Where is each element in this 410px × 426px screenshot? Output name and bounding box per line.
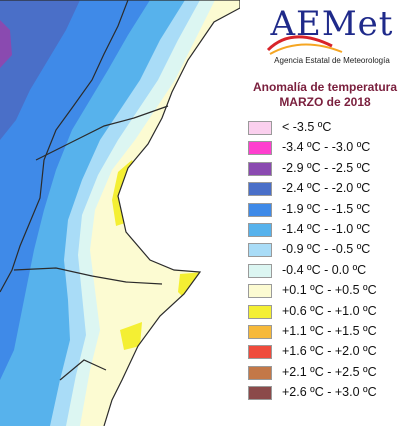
zone-cool-25: [0, 20, 12, 68]
legend-swatch: [248, 386, 272, 401]
legend-swatch: [248, 243, 272, 258]
logo-red-swoosh: [266, 35, 333, 52]
legend-swatch: [248, 365, 272, 380]
legend-swatch: [248, 324, 272, 339]
legend-label: +1.6 ºC - +2.0 ºC: [282, 344, 377, 359]
legend-swatch: [248, 141, 272, 156]
legend-label: -0.4 ºC - 0.0 ºC: [282, 262, 367, 277]
aemet-logo: AEMet Agencia Estatal de Meteorología: [262, 4, 402, 70]
legend-swatch: [248, 345, 272, 360]
legend-item: -1.9 ºC - -1.5 ºC: [248, 200, 408, 220]
legend-item: +0.6 ºC - +1.0 ºC: [248, 302, 408, 322]
map-period: MARZO de 2018: [279, 95, 371, 109]
legend-swatch: [248, 161, 272, 176]
legend-item: -3.4 ºC - -3.0 ºC: [248, 138, 408, 158]
zone-warm-south: [120, 322, 142, 350]
legend-label: -2.9 ºC - -2.5 ºC: [282, 160, 371, 175]
legend-label: +2.1 ºC - +2.5 ºC: [282, 364, 377, 379]
legend-item: +2.6 ºC - +3.0 ºC: [248, 383, 408, 403]
legend-label: +0.1 ºC - +0.5 ºC: [282, 283, 377, 298]
legend-label: +1.1 ºC - +1.5 ºC: [282, 323, 377, 338]
legend-label: +2.6 ºC - +3.0 ºC: [282, 385, 377, 400]
legend-swatch: [248, 222, 272, 237]
legend-item: -2.9 ºC - -2.5 ºC: [248, 159, 408, 179]
regional-border-south: [59, 359, 107, 381]
aemet-subtitle: Agencia Estatal de Meteorología: [274, 56, 390, 65]
legend-item: < -3.5 ºC: [248, 118, 408, 138]
legend-swatch: [248, 284, 272, 299]
legend-swatch: [248, 263, 272, 278]
temperature-anomaly-map: [0, 0, 240, 426]
legend-label: -3.4 ºC - -3.0 ºC: [282, 140, 371, 155]
province-border-castellon-valencia: [35, 105, 169, 161]
legend-label: < -3.5 ºC: [282, 120, 332, 134]
coastline: [0, 0, 240, 426]
legend-label: -1.4 ºC - -1.0 ºC: [282, 221, 371, 236]
legend-item: +1.1 ºC - +1.5 ºC: [248, 322, 408, 342]
legend-swatch: [248, 202, 272, 217]
legend-item: -1.4 ºC - -1.0 ºC: [248, 220, 408, 240]
legend-swatch: [248, 182, 272, 197]
legend-item: +0.1 ºC - +0.5 ºC: [248, 281, 408, 301]
legend: < -3.5 ºC -3.4 ºC - -3.0 ºC -2.9 ºC - -2.5…: [248, 118, 408, 403]
legend-item: -0.4 ºC - 0.0 ºC: [248, 261, 408, 281]
legend-item: -0.9 ºC - -0.5 ºC: [248, 240, 408, 260]
logo-orange-swoosh: [269, 43, 343, 55]
legend-item: +2.1 ºC - +2.5 ºC: [248, 363, 408, 383]
zone-cool-20: [0, 0, 80, 140]
inland-boundary: [0, 0, 129, 293]
map-title: Anomalía de temperatura: [252, 80, 398, 94]
legend-item: +1.6 ºC - +2.0 ºC: [248, 342, 408, 362]
province-border-valencia-alicante: [13, 267, 163, 285]
legend-swatch: [248, 121, 272, 135]
legend-label: +0.6 ºC - +1.0 ºC: [282, 303, 377, 318]
legend-label: -0.9 ºC - -0.5 ºC: [282, 242, 371, 257]
legend-item: -2.4 ºC - -2.0 ºC: [248, 179, 408, 199]
zone-cool-15: [0, 0, 150, 380]
legend-swatch: [248, 304, 272, 319]
legend-label: -1.9 ºC - -1.5 ºC: [282, 201, 371, 216]
legend-label: -2.4 ºC - -2.0 ºC: [282, 181, 371, 196]
